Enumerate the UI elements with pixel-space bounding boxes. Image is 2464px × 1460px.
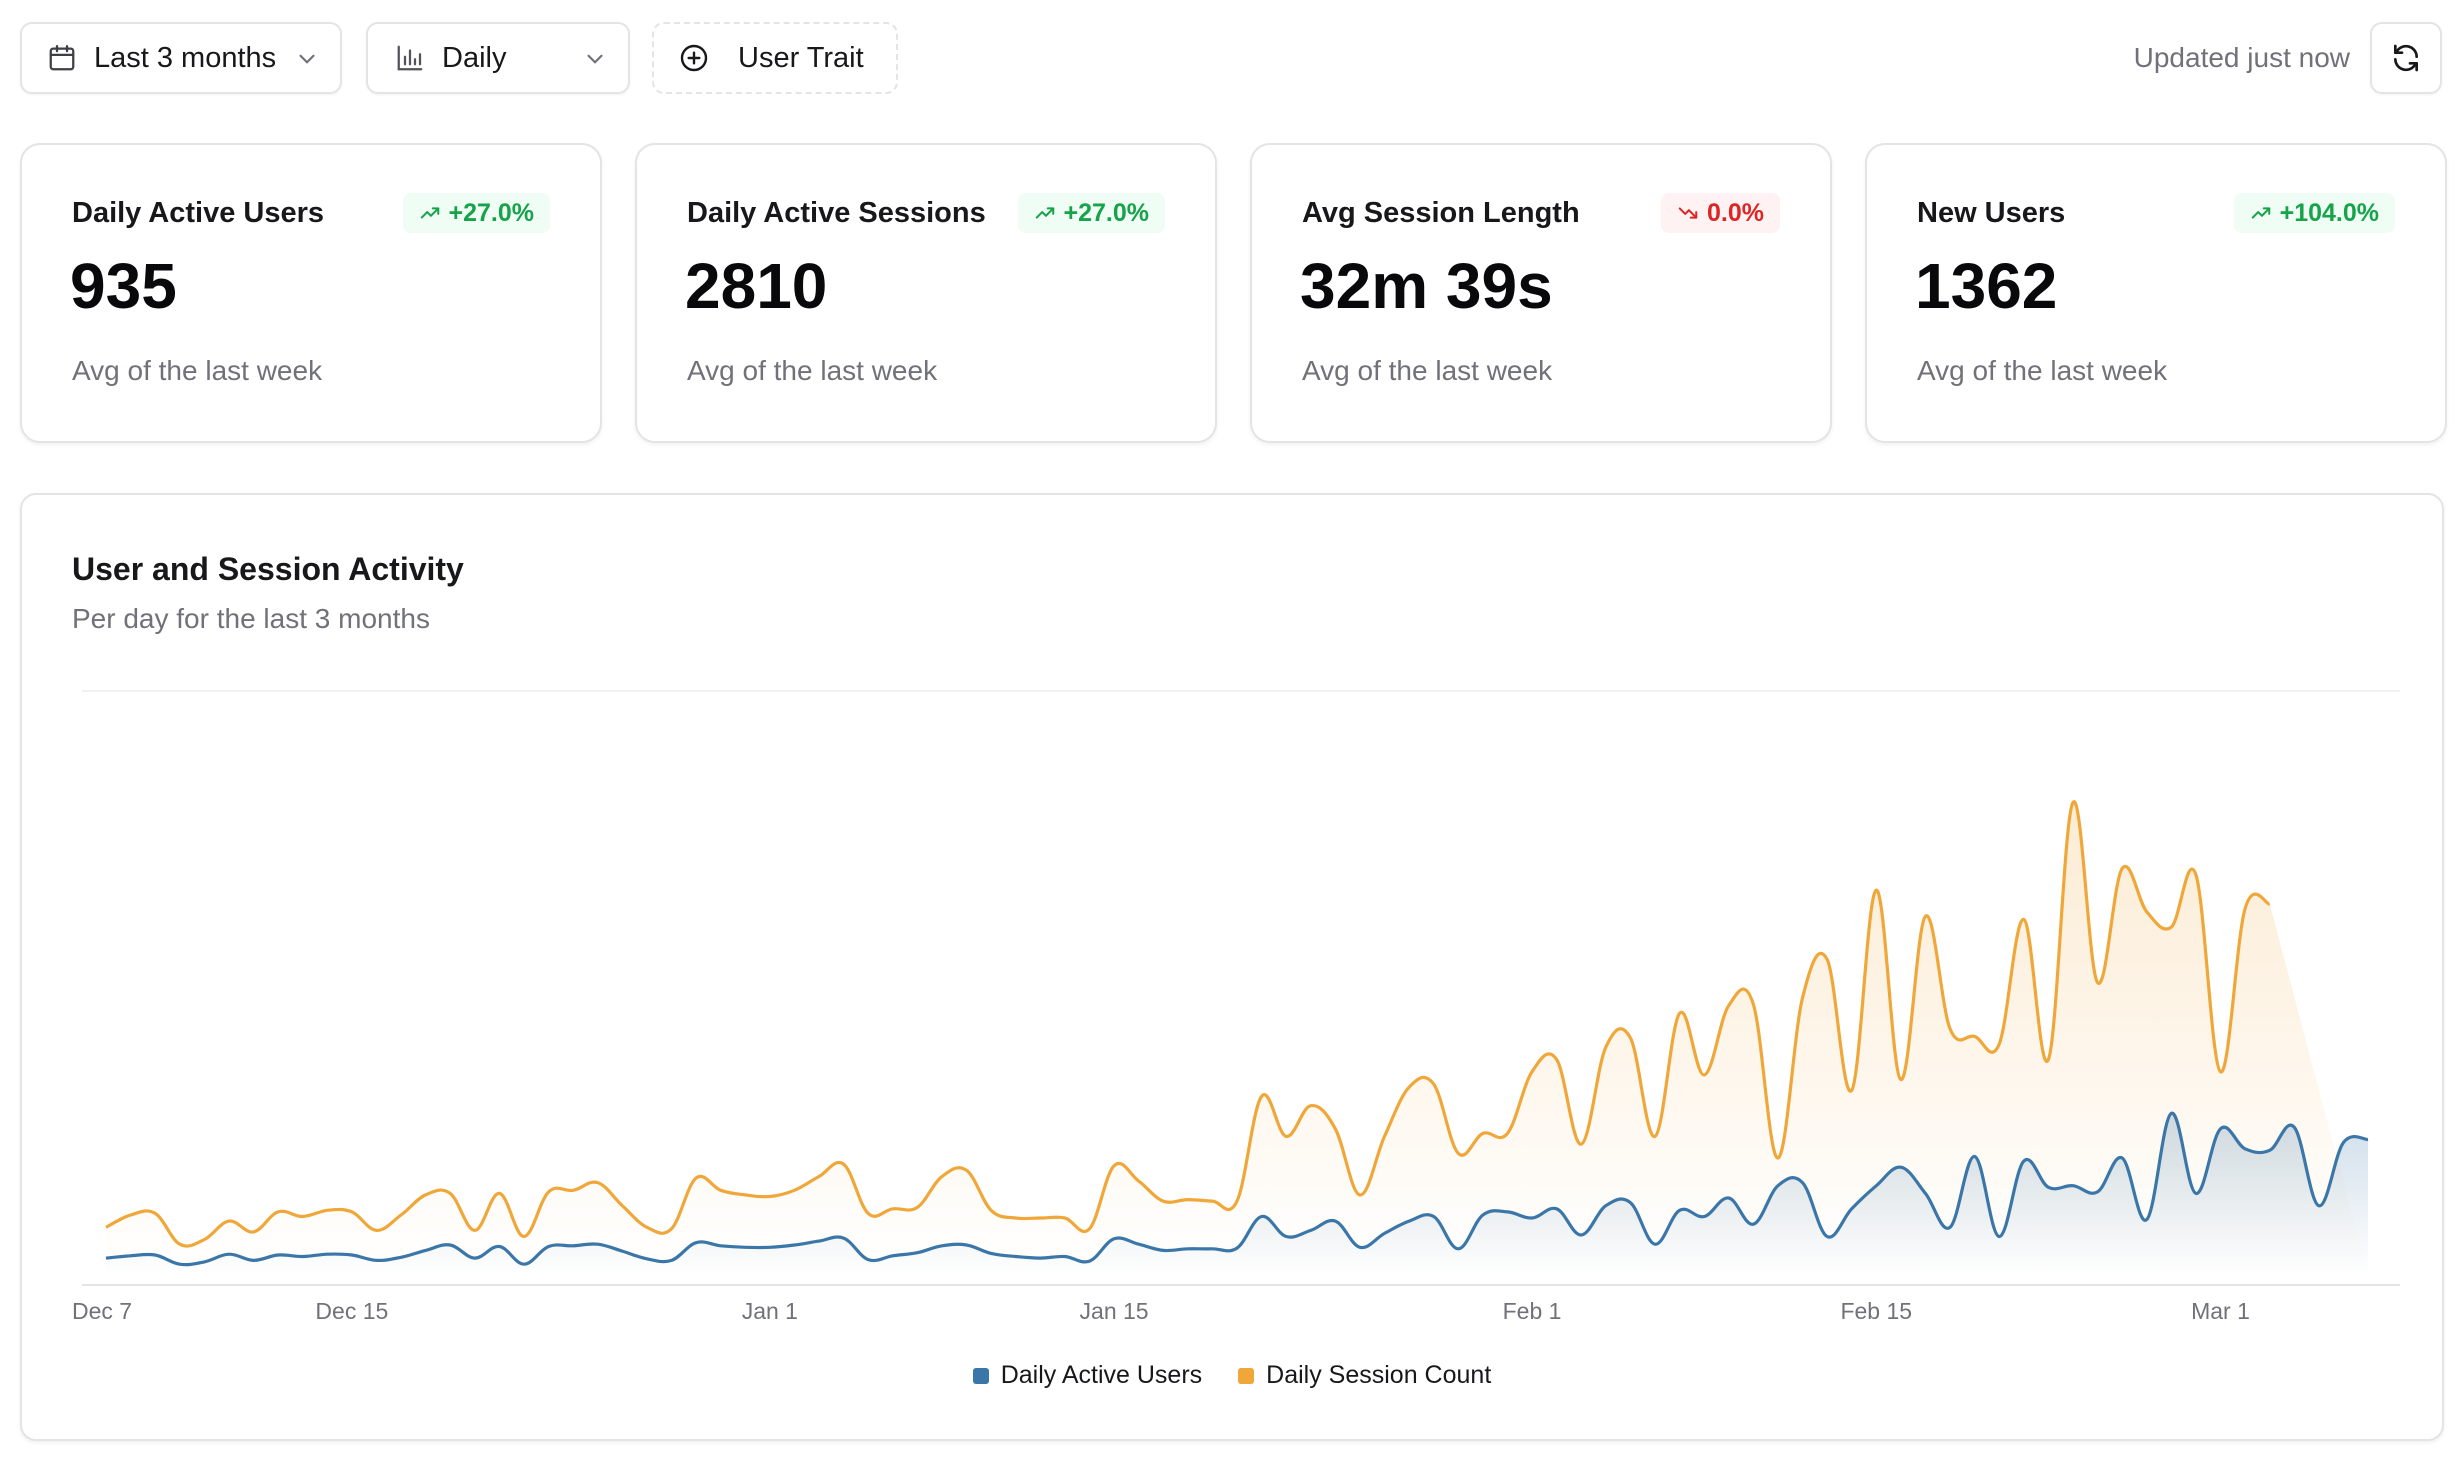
stat-caption: Avg of the last week bbox=[1302, 355, 1553, 386]
activity-chart: Dec 7 Dec 15 Jan 1 Jan 15 Feb 1 Feb 15 Mar 1 bbox=[72, 690, 2400, 1324]
series-area-sessions bbox=[106, 801, 2368, 1275]
calendar-icon bbox=[46, 42, 78, 74]
stat-caption: Avg of the last week bbox=[72, 355, 323, 386]
trend-up-icon bbox=[2251, 207, 2270, 219]
toolbar: Last 3 months Daily User Trait Updated j… bbox=[20, 22, 2442, 94]
chart-title: User and Session Activity bbox=[72, 551, 464, 587]
date-range-label: Last 3 months bbox=[94, 41, 277, 74]
legend-swatch-users bbox=[972, 1367, 989, 1384]
change-badge: +27.0% bbox=[402, 193, 550, 233]
granularity-select[interactable]: Daily bbox=[366, 22, 630, 94]
stat-card-daily-active-sessions: Daily Active Sessions +27.0% 2810 Avg of… bbox=[635, 143, 1217, 443]
refresh-icon bbox=[2394, 44, 2418, 72]
x-tick-label: Mar 1 bbox=[2191, 1298, 2250, 1324]
series-line-users bbox=[105, 1111, 2369, 1267]
stat-caption: Avg of the last week bbox=[1917, 355, 2168, 386]
stat-title: Avg Session Length bbox=[1302, 197, 1580, 229]
chart-subtitle: Per day for the last 3 months bbox=[72, 603, 430, 634]
legend-item-users: Daily Active Users bbox=[972, 1361, 1203, 1390]
stat-title: Daily Active Sessions bbox=[687, 197, 986, 229]
plus-circle-icon bbox=[678, 42, 710, 74]
activity-chart-card: User and Session Activity Per day for th… bbox=[20, 493, 2444, 1441]
chevron-down-icon bbox=[299, 54, 315, 64]
change-value: 0.0% bbox=[1707, 198, 1764, 227]
change-value: +27.0% bbox=[1063, 198, 1150, 227]
date-range-select[interactable]: Last 3 months bbox=[20, 22, 342, 94]
series-line-sessions bbox=[105, 800, 2271, 1248]
stat-value: 32m 39s bbox=[1300, 250, 1553, 322]
trend-up-icon bbox=[420, 207, 439, 219]
stat-value: 1362 bbox=[1915, 250, 2058, 322]
trend-down-icon bbox=[1678, 207, 1698, 219]
legend-swatch-sessions bbox=[1238, 1367, 1255, 1384]
user-trait-label: User Trait bbox=[738, 41, 864, 74]
change-badge: 0.0% bbox=[1661, 193, 1780, 233]
bar-chart-icon bbox=[394, 42, 426, 74]
stat-title: Daily Active Users bbox=[72, 197, 325, 229]
x-tick-label: Dec 15 bbox=[315, 1298, 388, 1324]
change-badge: +27.0% bbox=[1017, 193, 1165, 233]
x-tick-label: Jan 15 bbox=[1080, 1298, 1149, 1324]
stat-caption: Avg of the last week bbox=[687, 355, 938, 386]
x-tick-label: Feb 1 bbox=[1503, 1298, 1562, 1324]
legend-label: Daily Session Count bbox=[1266, 1361, 1492, 1389]
stat-value: 2810 bbox=[685, 250, 828, 322]
legend-label: Daily Active Users bbox=[1000, 1361, 1203, 1389]
x-tick-label: Jan 1 bbox=[742, 1298, 798, 1324]
stat-card-new-users: New Users +104.0% 1362 Avg of the last w… bbox=[1865, 143, 2447, 443]
legend-item-sessions: Daily Session Count bbox=[1238, 1361, 1491, 1390]
chevron-down-icon bbox=[587, 54, 603, 64]
updated-status: Updated just now bbox=[2133, 42, 2350, 73]
change-badge: +104.0% bbox=[2233, 193, 2395, 233]
add-user-trait-button[interactable]: User Trait bbox=[652, 22, 898, 94]
refresh-button[interactable] bbox=[2370, 22, 2442, 94]
series-area-users bbox=[106, 1113, 2368, 1275]
chart-legend: Daily Active Users Daily Session Count bbox=[22, 1361, 2442, 1390]
stat-card-avg-session-length: Avg Session Length 0.0% 32m 39s Avg of t… bbox=[1250, 143, 1832, 443]
change-value: +104.0% bbox=[2279, 198, 2379, 227]
stat-card-daily-active-users: Daily Active Users +27.0% 935 Avg of the… bbox=[20, 143, 602, 443]
stat-title: New Users bbox=[1917, 197, 2066, 229]
x-tick-label: Feb 15 bbox=[1840, 1298, 1912, 1324]
stat-value: 935 bbox=[70, 250, 177, 322]
granularity-label: Daily bbox=[442, 41, 507, 74]
trend-up-icon bbox=[1035, 207, 1054, 219]
change-value: +27.0% bbox=[448, 198, 535, 227]
x-tick-label: Dec 7 bbox=[72, 1298, 132, 1324]
